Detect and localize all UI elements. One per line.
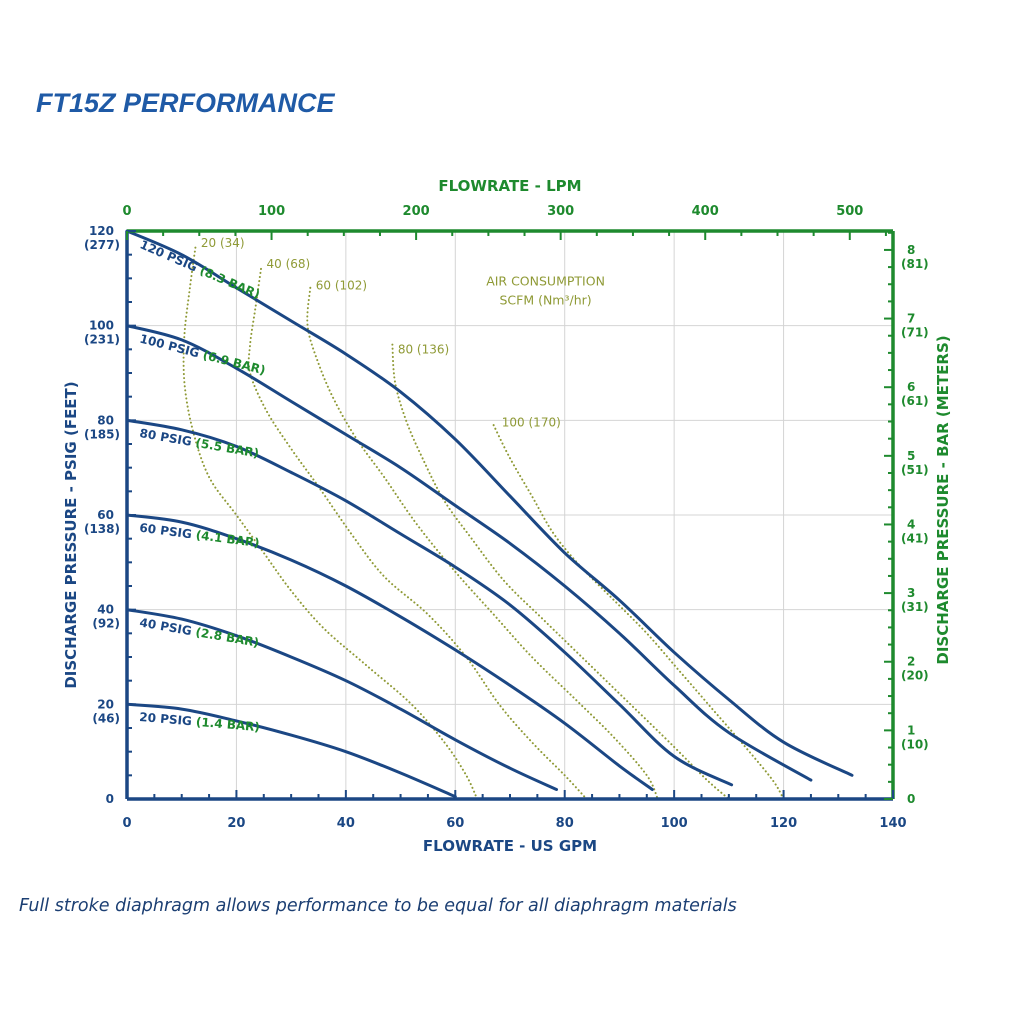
- y-tick-sublabel: (277): [84, 238, 120, 252]
- air-consumption-title: AIR CONSUMPTION: [486, 273, 605, 288]
- curve-label-bar: (4.1 BAR): [195, 528, 260, 550]
- curve-label-psig: 20 PSIG: [139, 710, 197, 729]
- curve-label: 60 PSIG (4.1 BAR): [139, 521, 261, 550]
- y2-tick-sublabel: (20): [901, 669, 929, 683]
- air-line-label: 60 (102): [316, 278, 367, 292]
- y-tick-label: 20: [97, 697, 114, 711]
- curve-label: 20 PSIG (1.4 BAR): [139, 710, 261, 734]
- y2-tick-label: 4: [907, 517, 915, 531]
- chart-labels: 0 20 40 60 80 100 120 140020(46)40(92)60(138)80…: [62, 177, 952, 855]
- x-tick-label: 100: [661, 816, 688, 831]
- x2-axis-title: FLOWRATE - LPM: [438, 177, 581, 195]
- y2-tick-sublabel: (31): [901, 600, 929, 614]
- x2-tick-label: 400: [692, 204, 719, 219]
- air-consumption-line: [247, 267, 588, 800]
- y2-tick-sublabel: (10): [901, 737, 929, 751]
- x-tick-label: 60: [446, 816, 464, 831]
- pressure-curves: [125, 229, 854, 799]
- x2-tick-label: 100: [258, 204, 285, 219]
- y-tick-label: 0: [106, 792, 114, 806]
- y-tick-sublabel: (231): [84, 333, 120, 347]
- pressure-curve: [125, 702, 457, 799]
- y-tick-sublabel: (46): [92, 711, 120, 725]
- y2-tick-label: 0: [907, 792, 915, 806]
- y2-tick-label: 5: [907, 449, 915, 463]
- curve-label: 100 PSIG (6.9 BAR): [138, 332, 267, 378]
- air-consumption-line: [391, 343, 730, 800]
- air-consumption-line: [182, 246, 479, 800]
- footnote: Full stroke diaphragm allows performance…: [19, 896, 737, 916]
- y-tick-sublabel: (185): [84, 427, 120, 441]
- page-title: FT15Z PERFORMANCE: [36, 88, 335, 118]
- x-tick-label: 120: [770, 816, 797, 831]
- air-line-label: 40 (68): [267, 257, 311, 271]
- x-axis-title: FLOWRATE - US GPM: [423, 837, 597, 855]
- curve-label: 80 PSIG (5.5 BAR): [139, 426, 261, 460]
- y-axis-title: DISCHARGE PRESSURE - PSIG (FEET): [62, 381, 80, 688]
- air-consumption-line: [306, 286, 659, 800]
- y-tick-label: 80: [97, 413, 114, 427]
- curve-label-psig: 40 PSIG: [139, 615, 197, 638]
- y2-tick-label: 7: [907, 312, 915, 326]
- x-tick-label: 80: [556, 816, 574, 831]
- air-line-label: 100 (170): [502, 416, 561, 430]
- air-line-label: 80 (136): [398, 342, 449, 356]
- pressure-curve: [125, 229, 854, 777]
- y2-tick-sublabel: (61): [901, 394, 929, 408]
- grid-lines: [127, 231, 893, 799]
- x2-tick-label: 0: [122, 204, 131, 219]
- x-tick-label: 140: [879, 816, 906, 831]
- pressure-curve: [125, 324, 813, 782]
- x-tick-label: 0: [122, 816, 131, 831]
- curve-label-psig: 120 PSIG: [138, 237, 203, 276]
- x-tick-label: 20: [227, 816, 245, 831]
- x2-tick-label: 500: [836, 204, 863, 219]
- y-tick-sublabel: (138): [84, 522, 120, 536]
- curve-label-bar: (1.4 BAR): [195, 715, 260, 734]
- y2-tick-sublabel: (51): [901, 463, 929, 477]
- pressure-curve: [125, 418, 734, 787]
- y2-tick-label: 3: [907, 586, 915, 600]
- y-tick-label: 60: [97, 508, 114, 522]
- curve-label-bar: (8.3 BAR): [198, 263, 262, 301]
- pressure-curve: [125, 608, 558, 791]
- y2-tick-sublabel: (81): [901, 257, 929, 271]
- y-tick-label: 120: [89, 224, 114, 238]
- x2-tick-label: 200: [403, 204, 430, 219]
- y2-tick-label: 6: [907, 380, 915, 394]
- air-line-label: 20 (34): [201, 236, 245, 250]
- y2-tick-sublabel: (71): [901, 326, 929, 340]
- pressure-curve: [125, 513, 654, 791]
- curve-label: 40 PSIG (2.8 BAR): [139, 615, 261, 649]
- y2-tick-label: 1: [907, 723, 915, 737]
- curve-label-psig: 80 PSIG: [139, 426, 197, 449]
- x2-tick-label: 300: [547, 204, 574, 219]
- y-tick-label: 40: [97, 603, 114, 617]
- y2-tick-sublabel: (41): [901, 531, 929, 545]
- y-tick-sublabel: (92): [92, 617, 120, 631]
- air-consumption-lines: [182, 246, 785, 800]
- x-tick-label: 40: [337, 816, 355, 831]
- curve-label-bar: (5.5 BAR): [195, 436, 261, 461]
- chart-axes: [125, 229, 895, 801]
- y2-tick-label: 2: [907, 655, 915, 669]
- y2-tick-label: 8: [907, 243, 915, 257]
- curve-label-bar: (6.9 BAR): [201, 348, 267, 378]
- curve-label-bar: (2.8 BAR): [195, 625, 261, 650]
- y-tick-label: 100: [89, 319, 114, 333]
- air-consumption-units: SCFM (Nm³/hr): [499, 292, 591, 307]
- air-consumption-line: [492, 424, 785, 800]
- y2-axis-title: DISCHARGE PRESSURE - BAR (METERS): [934, 335, 952, 664]
